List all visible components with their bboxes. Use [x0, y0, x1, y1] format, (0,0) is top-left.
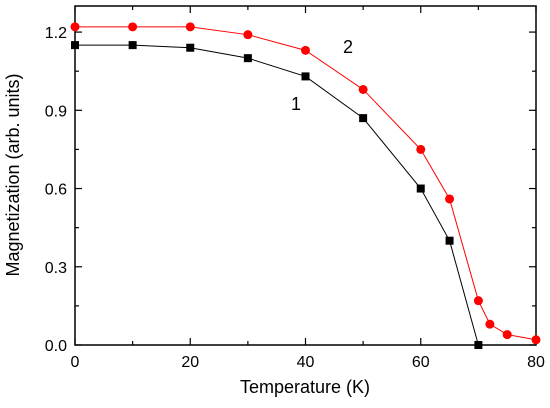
x-tick-label: 60 — [412, 354, 430, 371]
data-point — [128, 41, 137, 50]
plot-frame — [74, 5, 537, 346]
y-tick-label: 1.2 — [45, 25, 67, 42]
data-point — [243, 30, 253, 40]
x-tick-label: 0 — [71, 354, 80, 371]
y-tick-label: 0.3 — [45, 260, 67, 277]
series-1 — [71, 41, 483, 349]
data-point — [416, 144, 426, 154]
data-point — [71, 41, 79, 50]
series-line-1 — [75, 44, 479, 346]
x-tick-label: 40 — [297, 354, 315, 371]
data-point — [445, 236, 454, 245]
axis-ticks: 0 20 40 60 80 0.0 0.3 0.6 0.9 1.2 — [45, 6, 545, 371]
data-point — [301, 45, 310, 55]
data-point — [128, 22, 138, 32]
series-label-1: 1 — [291, 94, 301, 114]
data-point — [416, 184, 425, 193]
data-point — [473, 296, 483, 306]
x-tick-label: 20 — [181, 354, 199, 371]
y-tick-label: 0.9 — [45, 103, 67, 120]
data-point — [502, 330, 512, 340]
data-point — [186, 43, 195, 52]
data-point — [243, 54, 252, 63]
data-point — [485, 319, 495, 329]
data-point — [474, 341, 483, 349]
series-layer — [70, 22, 541, 349]
series-2 — [70, 22, 541, 345]
data-point — [531, 335, 541, 345]
x-axis-title: Temperature (K) — [240, 377, 370, 397]
y-tick-label: 0.0 — [45, 338, 67, 355]
data-point — [445, 194, 455, 204]
data-point — [70, 22, 80, 32]
data-point — [185, 22, 195, 32]
y-axis-title: Magnetization (arb. units) — [3, 73, 23, 276]
data-point — [358, 84, 368, 94]
x-tick-label: 80 — [527, 354, 545, 371]
series-label-2: 2 — [343, 37, 353, 57]
data-point — [301, 72, 310, 81]
y-tick-label: 0.6 — [45, 182, 67, 199]
data-point — [359, 114, 368, 123]
